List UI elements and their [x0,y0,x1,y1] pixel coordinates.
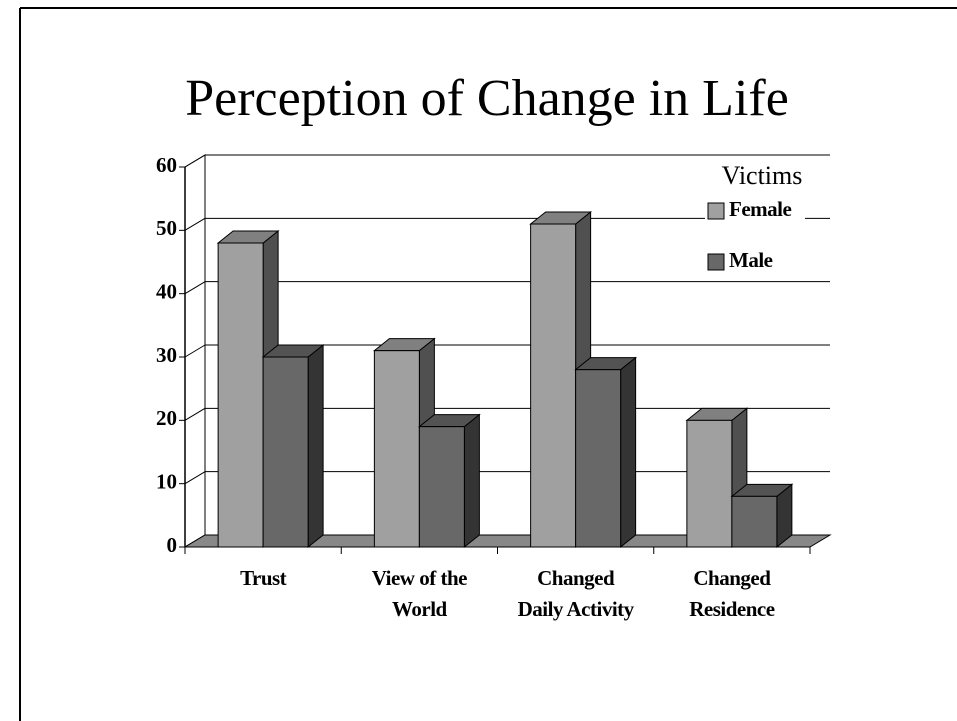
bar [686,419,733,548]
x-tick-label-line: View of the [372,566,467,590]
bar-side [307,343,324,549]
bar [262,356,309,548]
grid-line [184,154,206,168]
bar-side [463,413,480,549]
x-tick-label-line: Trust [240,566,287,590]
y-tick-label: 50 [156,216,177,240]
grid-line [184,471,206,485]
legend-swatch [707,253,725,271]
grid-line [184,344,206,358]
legend-label: Male [729,248,773,272]
bar [575,369,622,548]
y-tick-label: 20 [156,406,177,430]
y-tick-label: 60 [156,153,177,177]
x-tick-label-line: Changed [693,566,771,590]
y-tick-label: 10 [156,469,177,493]
bar [530,223,577,548]
legend-swatch [707,202,725,220]
x-tick-label: Trust [240,566,287,590]
y-tick-label: 40 [156,279,177,303]
x-tick-label-line: Changed [537,566,615,590]
x-tick-label-line: Daily Activity [518,597,635,621]
x-tick-label: View of the World [372,566,467,621]
chart-title: Perception of Change in Life [185,70,789,127]
bar-side [620,356,637,549]
x-tick-label-line: Residence [689,597,774,621]
bar [217,242,264,548]
x-tick-label: Changed Daily Activity [518,566,635,621]
legend-label: Female [729,197,791,221]
grid-line [184,407,206,421]
x-tick-label-line: World [392,597,447,621]
bar [731,495,778,548]
grid-line [184,281,206,295]
legend-title: Victims [722,161,803,190]
x-tick-label: Changed Residence [689,566,774,621]
grid-line [184,217,206,231]
y-tick-label: 0 [167,533,178,557]
bar [418,426,465,548]
bar [373,350,420,548]
y-tick-label: 30 [156,343,177,367]
